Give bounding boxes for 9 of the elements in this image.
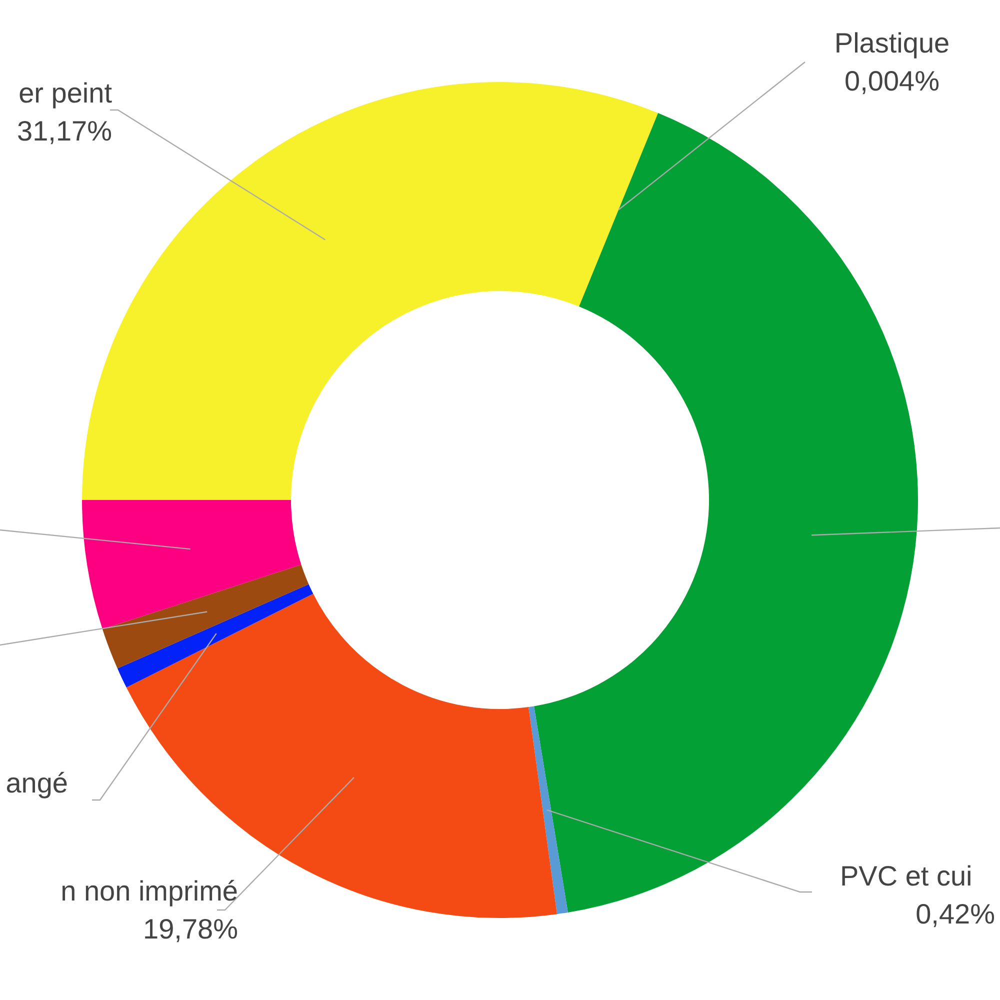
slice-label: PVC et cui [840,860,972,892]
slice-label: n non imprimé [60,876,238,907]
data-label: 0,004% [844,66,940,97]
data-label: 19,78% [143,914,238,945]
slice-label: Plastique [834,28,950,59]
slice-label: angé [6,768,68,799]
slice-label: er peint [18,78,112,109]
data-label: 31,17% [17,116,112,147]
data-label: 0,42% [916,898,995,930]
